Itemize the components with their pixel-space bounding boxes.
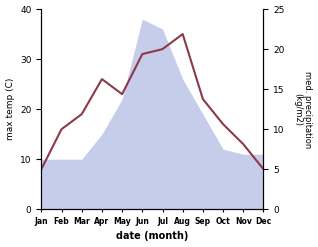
Y-axis label: max temp (C): max temp (C) <box>5 78 15 140</box>
Y-axis label: med. precipitation
(kg/m2): med. precipitation (kg/m2) <box>293 71 313 148</box>
X-axis label: date (month): date (month) <box>116 231 189 242</box>
